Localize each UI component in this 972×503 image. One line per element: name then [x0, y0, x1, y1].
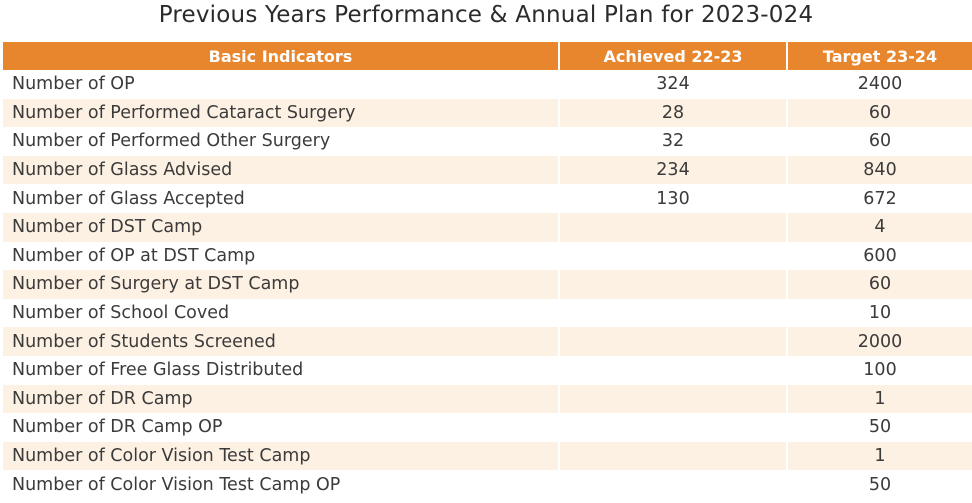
achieved-cell: [559, 441, 788, 471]
indicator-cell: Number of Color Vision Test Camp: [3, 441, 560, 471]
achieved-cell: 28: [559, 98, 788, 128]
table-row: Number of DST Camp 4: [3, 212, 972, 242]
achieved-cell: [559, 384, 788, 414]
target-cell: 60: [787, 270, 972, 299]
target-cell: 60: [787, 127, 972, 156]
achieved-cell: [559, 270, 788, 299]
table-header-row: Basic Indicators Achieved 22-23 Target 2…: [3, 42, 972, 70]
indicator-cell: Number of Glass Advised: [3, 155, 560, 185]
target-cell: 600: [787, 241, 972, 271]
indicator-cell: Number of DR Camp: [3, 384, 560, 414]
indicator-cell: Number of DR Camp OP: [3, 413, 560, 442]
target-cell: 100: [787, 355, 972, 385]
table-row: Number of Free Glass Distributed 100: [3, 355, 972, 385]
target-cell: 840: [787, 155, 972, 185]
table-row: Number of Color Vision Test Camp 1: [3, 441, 972, 471]
table-row: Number of Performed Cataract Surgery 28 60: [3, 98, 972, 128]
indicator-cell: Number of DST Camp: [3, 212, 560, 242]
target-cell: 60: [787, 98, 972, 128]
achieved-cell: 324: [559, 70, 788, 99]
table-row: Number of DR Camp OP 50: [3, 413, 972, 442]
indicator-cell: Number of Students Screened: [3, 327, 560, 356]
achieved-cell: [559, 327, 788, 356]
table-row: Number of Color Vision Test Camp OP 50: [3, 470, 972, 499]
column-header-achieved: Achieved 22-23: [559, 42, 788, 70]
achieved-cell: [559, 212, 788, 242]
table-row: Number of School Coved 10: [3, 298, 972, 328]
achieved-cell: [559, 470, 788, 499]
target-cell: 50: [787, 470, 972, 499]
table-row: Number of OP at DST Camp 600: [3, 241, 972, 271]
column-header-indicators: Basic Indicators: [3, 42, 560, 70]
achieved-cell: [559, 413, 788, 442]
target-cell: 2400: [787, 70, 972, 99]
achieved-cell: 32: [559, 127, 788, 156]
achieved-cell: 130: [559, 184, 788, 213]
indicator-cell: Number of Performed Other Surgery: [3, 127, 560, 156]
indicator-cell: Number of School Coved: [3, 298, 560, 328]
indicator-cell: Number of Glass Accepted: [3, 184, 560, 213]
table-row: Number of Surgery at DST Camp 60: [3, 270, 972, 299]
column-header-target: Target 23-24: [787, 42, 972, 70]
indicator-cell: Number of Color Vision Test Camp OP: [3, 470, 560, 499]
target-cell: 672: [787, 184, 972, 213]
indicator-cell: Number of Free Glass Distributed: [3, 355, 560, 385]
target-cell: 1: [787, 384, 972, 414]
achieved-cell: 234: [559, 155, 788, 185]
table-row: Number of Students Screened 2000: [3, 327, 972, 356]
indicator-cell: Number of Surgery at DST Camp: [3, 270, 560, 299]
achieved-cell: [559, 355, 788, 385]
indicator-cell: Number of Performed Cataract Surgery: [3, 98, 560, 128]
achieved-cell: [559, 298, 788, 328]
indicator-cell: Number of OP: [3, 70, 560, 99]
target-cell: 2000: [787, 327, 972, 356]
target-cell: 4: [787, 212, 972, 242]
table-row: Number of DR Camp 1: [3, 384, 972, 414]
performance-table: Basic Indicators Achieved 22-23 Target 2…: [3, 42, 972, 499]
target-cell: 10: [787, 298, 972, 328]
indicator-cell: Number of OP at DST Camp: [3, 241, 560, 271]
table-row: Number of Performed Other Surgery 32 60: [3, 127, 972, 156]
table-body: Number of OP 324 2400 Number of Performed C…: [3, 70, 972, 499]
target-cell: 50: [787, 413, 972, 442]
page-title: Previous Years Performance & Annual Plan…: [158, 2, 814, 28]
achieved-cell: [559, 241, 788, 271]
table-row: Number of OP 324 2400: [3, 70, 972, 99]
target-cell: 1: [787, 441, 972, 471]
table-row: Number of Glass Advised 234 840: [3, 155, 972, 185]
table-row: Number of Glass Accepted 130 672: [3, 184, 972, 213]
